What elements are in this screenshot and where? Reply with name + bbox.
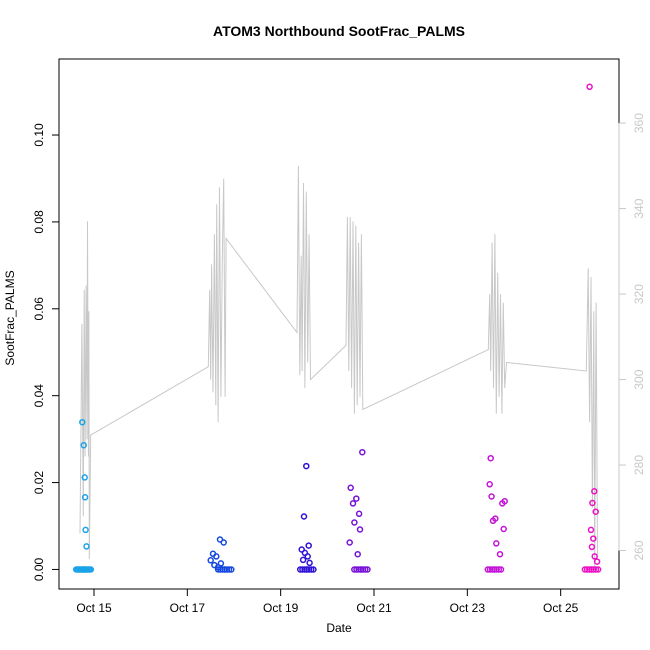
scatter-point [299, 556, 307, 564]
scatter-point-zero-cluster [228, 566, 235, 573]
scatter-point [588, 543, 596, 551]
scatter-point [487, 454, 494, 462]
scatter-point [589, 499, 596, 507]
scatter-point [351, 519, 358, 526]
scatter-point [591, 488, 598, 495]
y-tick-label: 0.08 [32, 210, 46, 234]
right-y-tick-label: 260 [632, 540, 646, 560]
scatter-point [303, 462, 310, 470]
right-y-tick-label: 300 [632, 369, 646, 389]
scatter-point [355, 510, 363, 518]
y-tick-label: 0.00 [32, 557, 46, 581]
scatter-point [79, 418, 86, 426]
right-y-tick-label: 280 [632, 455, 646, 475]
right-y-tick-label: 320 [632, 284, 646, 304]
scatter-point-zero-cluster [497, 566, 505, 573]
scatter-point [81, 494, 89, 501]
right-y-axis: 260 280 300 320 340 360 [618, 113, 646, 561]
scatter-point [83, 543, 90, 550]
scatter-point [593, 558, 601, 565]
scatter-point [306, 559, 313, 567]
scatter-point [489, 517, 497, 525]
scatter-point [354, 550, 361, 558]
scatter-point [592, 508, 599, 515]
scatter-point [300, 513, 308, 520]
scatter-point-zero-cluster [87, 566, 95, 573]
scatter-point [213, 553, 220, 560]
x-axis: Oct 15 Oct 17 Oct 19 Oct 21 Oct 23 Oct 25 [76, 588, 579, 615]
scatter-point-zero-cluster [310, 566, 317, 573]
scatter-point [220, 539, 227, 546]
scatter-point [491, 566, 498, 573]
scatter-point [356, 526, 364, 533]
scatter-point [353, 495, 360, 502]
x-tick-label: Oct 21 [356, 601, 392, 615]
scatter-point [80, 566, 88, 573]
x-tick-label: Oct 15 [76, 601, 112, 615]
scatter-point [488, 493, 495, 500]
scatter-point [493, 540, 500, 547]
altitude-line-layer [79, 165, 598, 568]
scatter-point [82, 526, 89, 534]
x-tick-label: Oct 23 [450, 601, 486, 615]
scatter-point-zero-cluster [594, 566, 602, 573]
x-tick-label: Oct 17 [170, 601, 206, 615]
chart-title: ATOM3 Northbound SootFrac_PALMS [213, 23, 465, 39]
scatter-point [499, 500, 506, 507]
scatter-point [81, 474, 88, 481]
scatter-point [80, 441, 87, 449]
y-tick-label: 0.06 [32, 297, 46, 321]
x-tick-label: Oct 19 [263, 601, 299, 615]
scatter-point [349, 500, 357, 507]
scatter-point [590, 535, 597, 542]
scatter-points-layer [72, 83, 602, 573]
y-axis-label: SootFrac_PALMS [3, 270, 17, 365]
scatter-point [591, 553, 598, 560]
y-axis: 0.00 0.02 0.04 0.06 0.08 0.10 [32, 123, 60, 581]
x-tick-label: Oct 25 [543, 601, 579, 615]
y-tick-label: 0.04 [32, 384, 46, 408]
scatter-point-zero-cluster [364, 566, 371, 573]
scatter-point [207, 557, 214, 564]
x-axis-label: Date [326, 621, 352, 635]
y-tick-label: 0.10 [32, 123, 46, 147]
scatter-point [486, 481, 493, 488]
scatter-point [298, 546, 305, 553]
scatter-point [214, 564, 222, 571]
scatter-point [586, 83, 593, 91]
right-y-tick-label: 360 [632, 113, 646, 133]
scatter-point [496, 550, 504, 558]
scatter-point [305, 542, 312, 549]
altitude-line [79, 165, 598, 568]
right-y-tick-label: 340 [632, 198, 646, 218]
scatter-point [347, 484, 354, 492]
scatter-point [221, 566, 228, 573]
scatter-point [304, 553, 311, 560]
scatter-point [357, 566, 365, 573]
scatter-point [588, 566, 595, 573]
scatter-point [359, 448, 366, 456]
scatter-point [587, 526, 595, 534]
scatter-point [346, 539, 353, 546]
y-tick-label: 0.02 [32, 471, 46, 495]
scatter-point [303, 566, 311, 573]
scatter-point [500, 525, 507, 533]
